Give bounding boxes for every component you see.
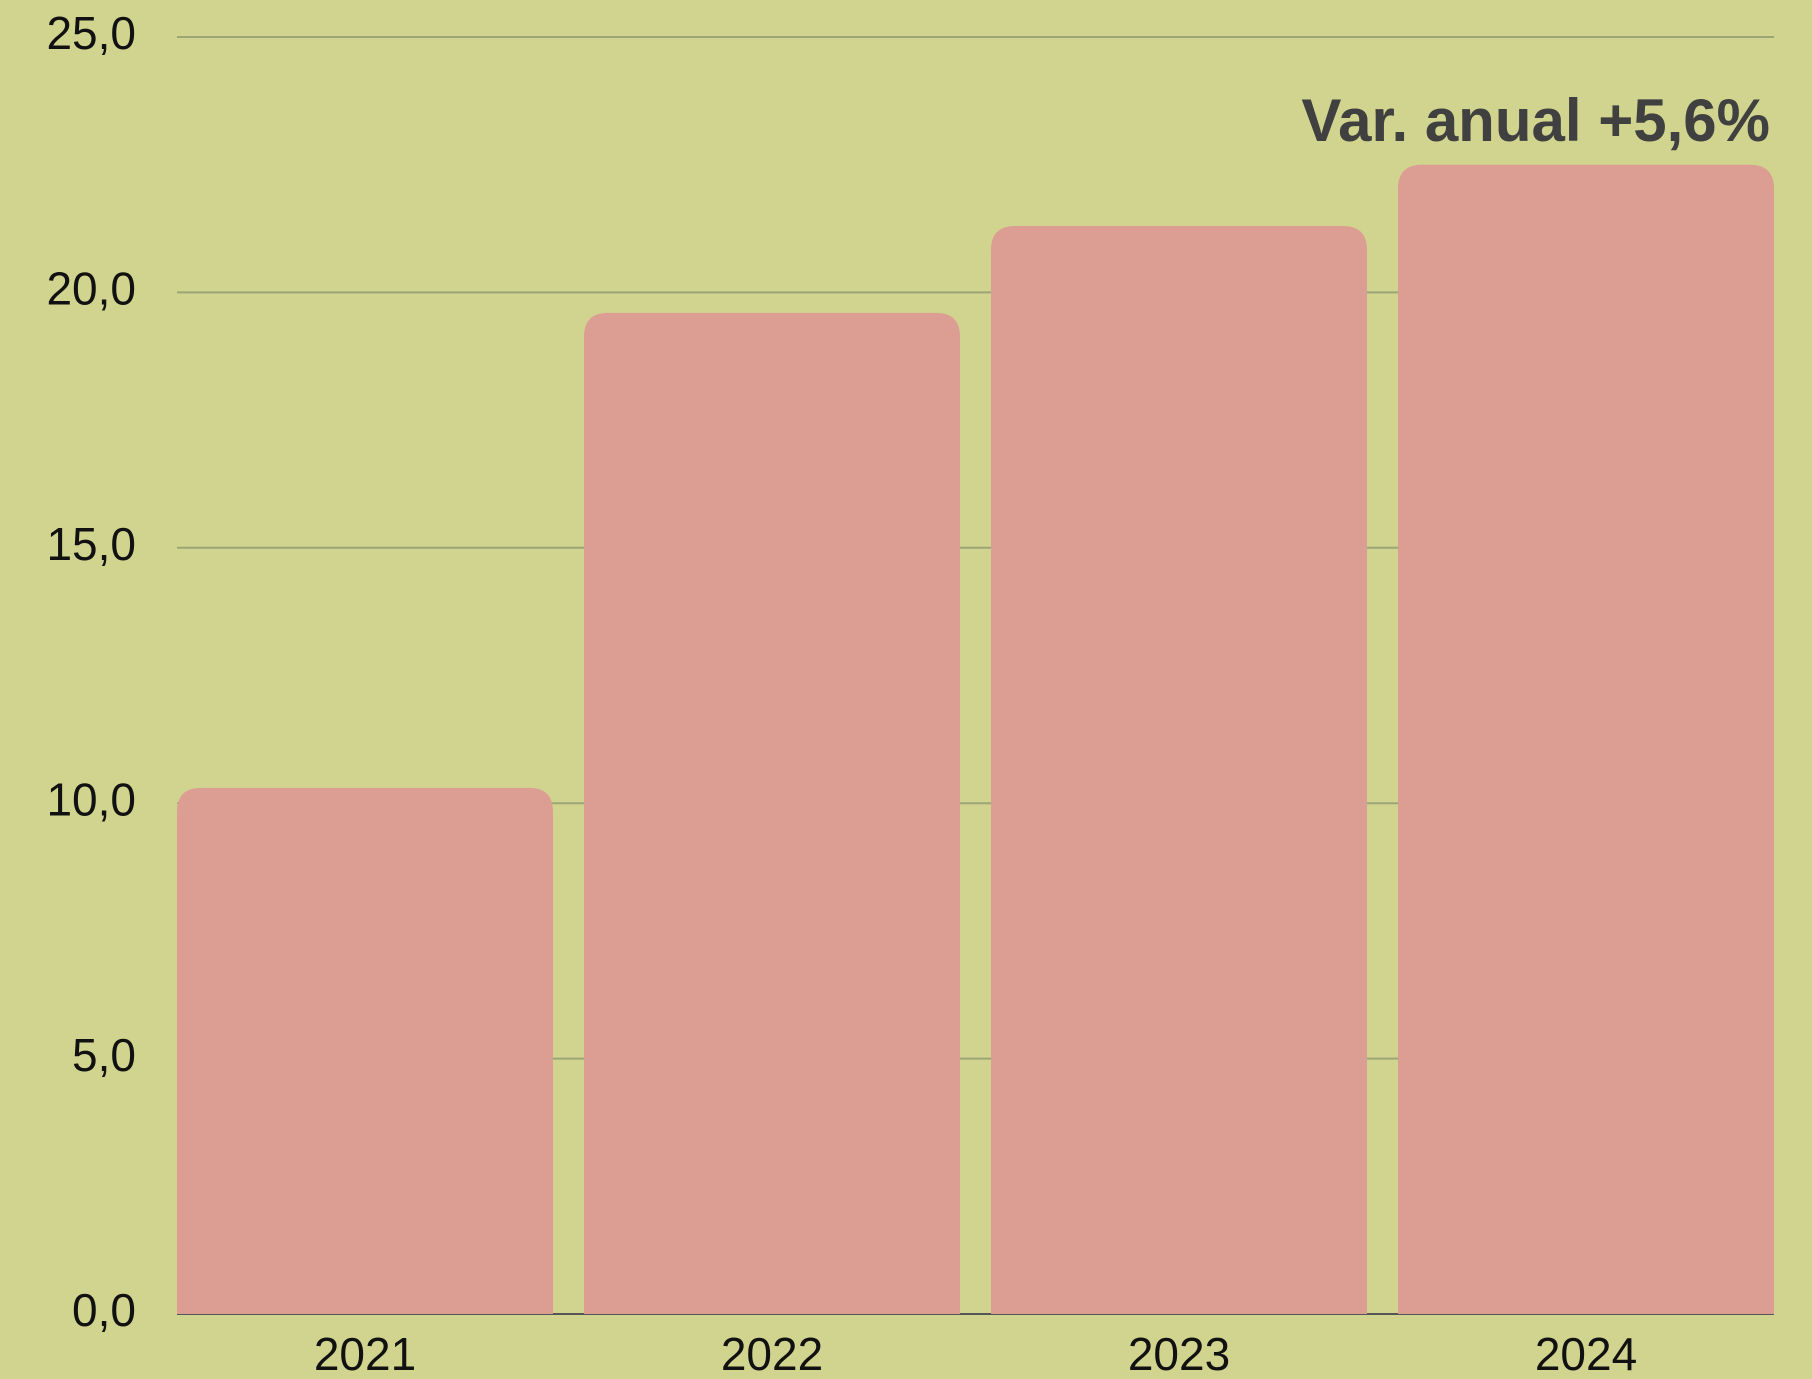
annotation: Var. anual +5,6% [1301, 87, 1770, 154]
x-tick-label: 2024 [1535, 1328, 1637, 1379]
y-tick-label: 20,0 [46, 263, 136, 315]
x-tick-label: 2021 [314, 1328, 416, 1379]
x-tick-label: 2022 [721, 1328, 823, 1379]
y-tick-label: 0,0 [72, 1284, 136, 1336]
bar [1398, 164, 1774, 1315]
y-tick-label: 25,0 [46, 7, 136, 59]
bar [991, 225, 1367, 1315]
y-tick-label: 15,0 [46, 518, 136, 570]
bar [584, 312, 960, 1314]
x-tick-label: 2023 [1128, 1328, 1230, 1379]
y-tick-label: 10,0 [46, 773, 136, 825]
y-tick-label: 5,0 [72, 1029, 136, 1081]
bar [177, 787, 553, 1314]
